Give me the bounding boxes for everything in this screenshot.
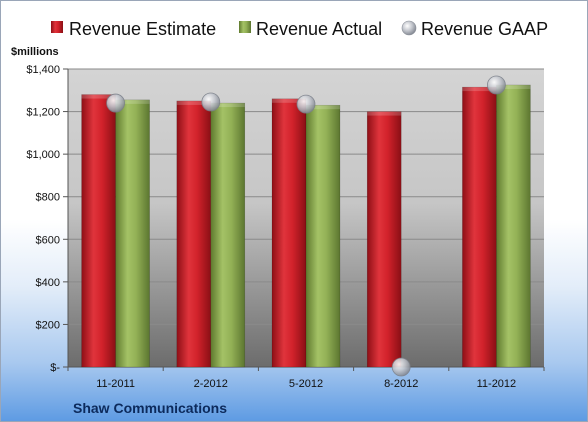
bar-revenue-actual [496,84,531,368]
legend-marker-revenue-gaap [401,20,417,36]
marker-revenue-gaap [486,75,506,95]
bar-revenue-actual [210,102,246,368]
bar-cap-revenue-estimate [176,100,211,105]
y-tick-label: $1,400 [26,64,60,76]
marker-revenue-gaap [296,94,316,114]
y-tick-label: $800 [36,192,60,204]
legend-swatch-revenue-actual [239,21,251,33]
legend-swatch-revenue-estimate [51,21,63,33]
bar-cap-revenue-actual [115,99,150,104]
legend-label-revenue-gaap: Revenue GAAP [421,19,548,39]
y-unit-label: $millions [11,46,59,58]
bar-revenue-estimate [176,100,212,368]
bar-cap-revenue-estimate [462,87,497,92]
y-tick-label: $1,200 [26,107,60,119]
bar-revenue-estimate [462,86,497,368]
marker-revenue-gaap [391,357,411,377]
legend: Revenue Estimate Revenue Actual Revenue … [51,19,548,39]
x-tick-label: 2-2012 [194,378,228,390]
x-tick-label: 11-2012 [477,378,517,390]
x-tick-label: 5-2012 [289,378,323,390]
bar-revenue-estimate [81,94,116,368]
company-name: Shaw Communications [73,400,227,416]
bar-cap-revenue-estimate [272,98,306,103]
y-tick-label: $200 [36,319,60,331]
bar-revenue-actual [115,99,150,368]
y-tick-label: $- [50,362,60,374]
bar-revenue-estimate [271,98,307,368]
y-tick-label: $400 [36,277,60,289]
legend-label-revenue-estimate: Revenue Estimate [69,19,216,39]
legend-label-revenue-actual: Revenue Actual [256,19,382,39]
marker-revenue-gaap [106,93,125,113]
bar-cap-revenue-estimate [367,111,402,116]
bar-cap-revenue-actual [306,105,340,110]
bar-revenue-estimate [366,111,402,368]
y-tick-label: $1,000 [26,149,60,161]
bar-cap-revenue-actual [210,103,245,108]
y-tick-label: $600 [36,234,60,246]
x-tick-label: 8-2012 [384,378,418,390]
bar-revenue-actual [305,104,341,368]
x-tick-label: 11-2011 [96,378,135,390]
marker-revenue-gaap [201,92,221,112]
bar-cap-revenue-actual [496,84,531,89]
bar-cap-revenue-estimate [81,94,116,99]
